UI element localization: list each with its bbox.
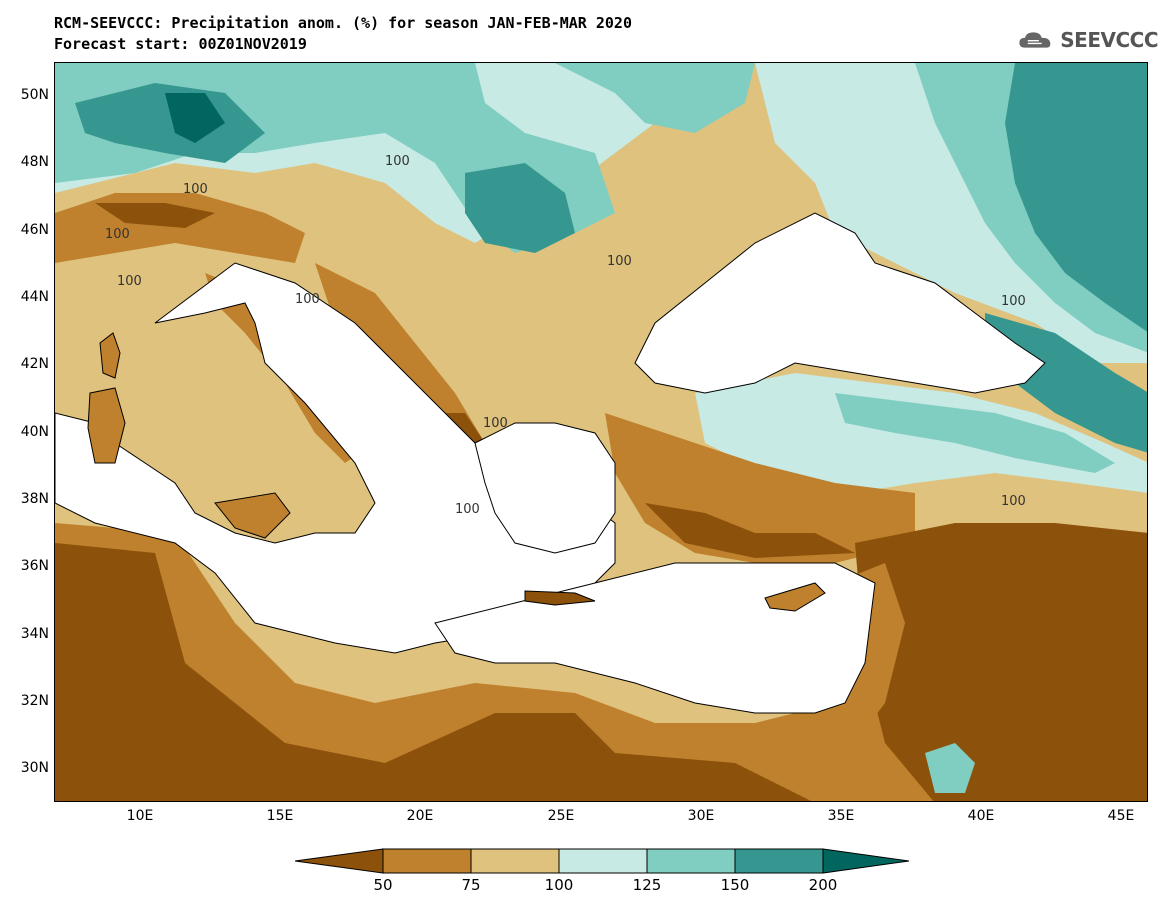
lat-label: 30N — [20, 760, 49, 776]
colorbar-segment-below50 — [295, 848, 384, 874]
lon-label: 25E — [547, 808, 575, 824]
region-50-75-africa — [55, 523, 1147, 801]
region-150-200-north — [75, 83, 265, 163]
colorbar-label: 100 — [544, 876, 574, 894]
region-125-150-sinai-oasis — [925, 743, 975, 793]
lon-label: 30E — [687, 808, 715, 824]
forecast-start-label: Forecast start: 00Z01NOV2019 — [54, 35, 307, 53]
lat-label: 36N — [20, 558, 49, 574]
colorbar-label: 200 — [808, 876, 838, 894]
lon-label: 40E — [967, 808, 995, 824]
contour-label: 100 — [455, 502, 480, 517]
region-below50-africa — [55, 543, 811, 801]
contour-label: 100 — [607, 254, 632, 269]
colorbar-label: 150 — [720, 876, 750, 894]
colorbar-segment-75-100 — [470, 848, 560, 874]
region-150-200-caucasus — [985, 313, 1147, 453]
colorbar-segment-125-150 — [646, 848, 736, 874]
colorbar-segment-150-200 — [734, 848, 824, 874]
lon-label: 45E — [1107, 808, 1135, 824]
contour-label: 100 — [1001, 494, 1026, 509]
island-sardinia — [87, 387, 126, 464]
contour-label: 100 — [483, 416, 508, 431]
contour-label: 100 — [385, 154, 410, 169]
lat-label: 44N — [20, 289, 49, 305]
colorbar-label: 125 — [632, 876, 662, 894]
lat-label: 38N — [20, 491, 49, 507]
contour-label: 100 — [105, 227, 130, 242]
region-above200-north — [165, 93, 225, 143]
contour-label: 100 — [295, 292, 320, 307]
lat-label: 50N — [20, 87, 49, 103]
island-sicily — [214, 492, 291, 539]
lat-label: 48N — [20, 154, 49, 170]
colorbar-label: 50 — [373, 876, 393, 894]
colorbar-label: 75 — [461, 876, 481, 894]
contour-label: 100 — [183, 182, 208, 197]
island-cyprus — [764, 582, 826, 612]
lat-label: 42N — [20, 356, 49, 372]
region-150-200-east — [1005, 63, 1147, 332]
aegean-sea — [474, 422, 616, 554]
region-below50-alps — [95, 203, 215, 228]
lon-label: 20E — [406, 808, 434, 824]
cloud-icon — [1019, 32, 1051, 48]
seevccc-logo: SEEVCCC — [1018, 22, 1158, 58]
island-crete — [524, 590, 596, 606]
lat-label: 34N — [20, 626, 49, 642]
island-corsica — [99, 332, 121, 379]
lon-label: 35E — [827, 808, 855, 824]
region-125-150-anatolia — [835, 393, 1115, 473]
contour-labels: 100 100 100 100 100 100 100 100 100 100 — [105, 154, 1026, 517]
precipitation-anomaly-map: 100 100 100 100 100 100 100 100 100 100 — [54, 62, 1148, 802]
contour-label: 100 — [117, 274, 142, 289]
colorbar-segment-100-125 — [558, 848, 648, 874]
colorbar — [295, 848, 910, 874]
lat-label: 32N — [20, 693, 49, 709]
contour-label: 100 — [1001, 294, 1026, 309]
region-125-150-baltic — [555, 63, 755, 133]
region-below50-arabia — [855, 523, 1147, 801]
map-title: RCM-SEEVCCC: Precipitation anom. (%) for… — [54, 14, 632, 32]
lon-label: 10E — [126, 808, 154, 824]
region-below50-turkey — [645, 503, 855, 558]
colorbar-segment-above200 — [822, 848, 910, 874]
lat-label: 46N — [20, 222, 49, 238]
colorbar-segment-50-75 — [382, 848, 472, 874]
logo-text: SEEVCCC — [1060, 28, 1158, 52]
map-canvas: 100 100 100 100 100 100 100 100 100 100 — [55, 63, 1147, 801]
lat-label: 40N — [20, 424, 49, 440]
black-sea — [634, 212, 1046, 394]
region-150-200-carpathian — [465, 163, 575, 253]
lon-label: 15E — [266, 808, 294, 824]
